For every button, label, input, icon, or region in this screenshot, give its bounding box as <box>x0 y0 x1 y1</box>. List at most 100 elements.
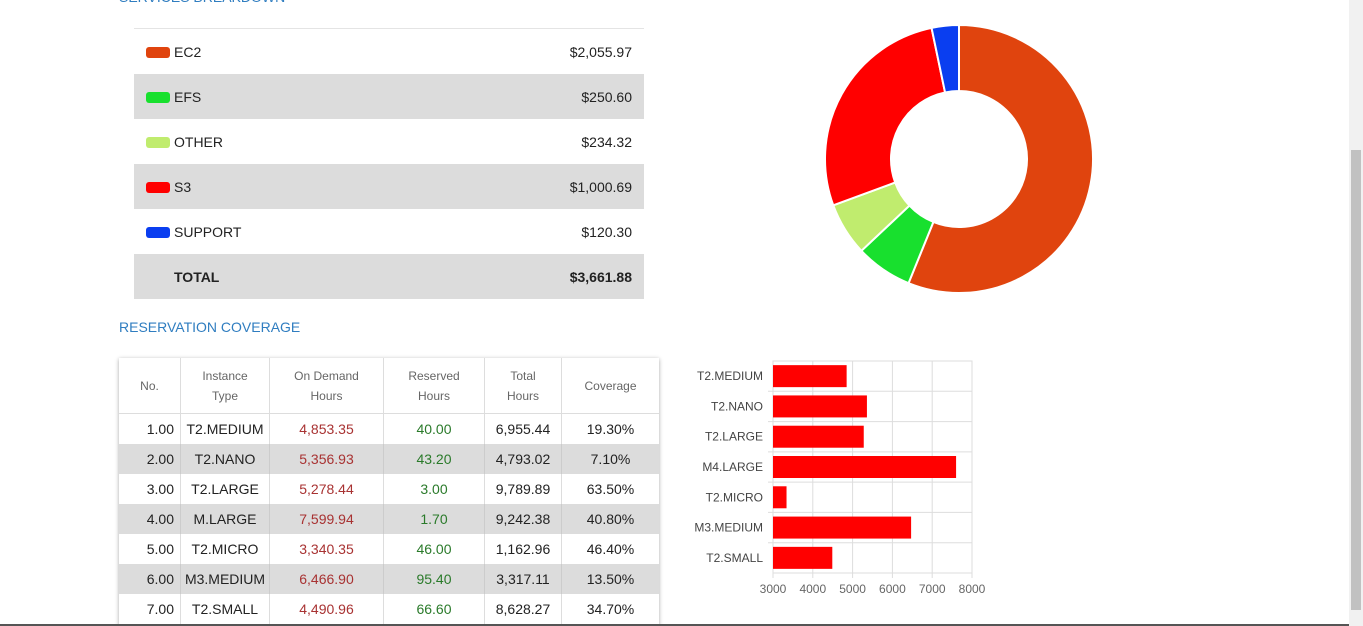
bar <box>773 486 787 509</box>
bar <box>773 456 957 478</box>
column-header: On Demand Hours <box>270 358 384 414</box>
row-bg <box>134 119 644 164</box>
y-tick-label: T2.MEDIUM <box>697 369 763 383</box>
row-bg <box>134 29 644 74</box>
row-bg <box>134 254 644 299</box>
table-cell: 4,793.02 <box>485 444 562 474</box>
bar <box>773 395 867 418</box>
x-tick-label: 7000 <box>919 582 946 596</box>
table-cell: 7.00 <box>119 594 181 624</box>
table-cell: 6.00 <box>119 564 181 594</box>
donut-chart <box>824 23 1094 294</box>
table-cell: 9,789.89 <box>485 474 562 504</box>
y-tick-label: T2.LARGE <box>705 430 763 444</box>
table-cell: 4,490.96 <box>270 594 384 624</box>
swatch <box>146 227 170 238</box>
table-cell: 4,853.35 <box>270 414 384 444</box>
service-cost: $250.60 <box>581 88 632 105</box>
swatch <box>146 92 170 103</box>
row-bg <box>119 534 659 564</box>
y-tick-label: M3.MEDIUM <box>694 521 763 535</box>
table-cell: 3,317.11 <box>485 564 562 594</box>
x-tick-label: 4000 <box>799 582 826 596</box>
service-cost: $120.30 <box>581 223 632 240</box>
column-header: Instance Type <box>181 358 270 414</box>
table-cell: 8,628.27 <box>485 594 562 624</box>
table-cell: 7,599.94 <box>270 504 384 534</box>
x-tick-label: 8000 <box>959 582 986 596</box>
table-cell: T2.SMALL <box>181 594 270 624</box>
table-cell: 9,242.38 <box>485 504 562 534</box>
row-bg <box>119 504 659 534</box>
row-bg <box>119 474 659 504</box>
table-cell: 4.00 <box>119 504 181 534</box>
y-tick-label: T2.NANO <box>711 399 763 413</box>
table-cell: 5,278.44 <box>270 474 384 504</box>
table-cell: T2.MICRO <box>181 534 270 564</box>
section-title: SERVICES BREAKDOWN <box>119 0 285 5</box>
section-title: RESERVATION COVERAGE <box>119 319 301 335</box>
row-bg <box>134 74 644 119</box>
table-cell: 43.20 <box>384 444 485 474</box>
row-bg <box>134 209 644 254</box>
total-cost: $3,661.88 <box>569 268 632 285</box>
y-tick-label: T2.MICRO <box>706 490 763 504</box>
table-cell: 1.70 <box>384 504 485 534</box>
x-tick-label: 5000 <box>839 582 866 596</box>
table-cell: 40.00 <box>384 414 485 444</box>
bar <box>773 546 833 569</box>
reservation-table: No. Instance Type On Demand Hours Reserved … <box>119 358 659 626</box>
service-name: OTHER <box>174 133 223 150</box>
service-name: S3 <box>174 178 192 195</box>
row-bg <box>134 164 644 209</box>
column-header: No. <box>119 358 181 414</box>
table-cell: 5,356.93 <box>270 444 384 474</box>
table-cell: 13.50% <box>586 571 635 587</box>
table-cell: 2.00 <box>119 444 181 474</box>
table-cell: 46.00 <box>384 534 485 564</box>
table-cell: 3,340.35 <box>270 534 384 564</box>
column-header: Total Hours <box>485 358 562 414</box>
table-cell: T2.LARGE <box>181 474 270 504</box>
table-cell: 66.60 <box>384 594 485 624</box>
service-name: EC2 <box>174 43 202 60</box>
bar <box>773 365 847 388</box>
table-cell: 3.00 <box>384 474 485 504</box>
services-table: EC2 $2,055.97 EFS $250.60 OTHER $234.32 S3 $1,0… <box>134 28 644 299</box>
table-cell: 6,466.90 <box>270 564 384 594</box>
row-bg <box>119 444 659 474</box>
table-cell: 6,955.44 <box>485 414 562 444</box>
table-cell: 1,162.96 <box>485 534 562 564</box>
table-cell: 34.70% <box>586 601 635 617</box>
table-cell: 3.00 <box>119 474 181 504</box>
bar-chart: 3000 4000 5000 6000 7000 8000 T2.MEDIUM T2.NANO… <box>694 360 986 596</box>
service-name: EFS <box>174 88 202 105</box>
service-cost: $1,000.69 <box>569 178 632 195</box>
swatch <box>146 47 170 58</box>
table-cell: T2.NANO <box>181 444 270 474</box>
table-cell: 63.50% <box>586 481 635 497</box>
total-label: TOTAL <box>174 268 220 285</box>
table-cell: M.LARGE <box>181 504 270 534</box>
x-tick-label: 6000 <box>879 582 906 596</box>
service-name: SUPPORT <box>174 223 242 240</box>
swatch <box>146 182 170 193</box>
row-bg <box>119 564 659 594</box>
donut-segment <box>907 23 1094 294</box>
bar <box>773 425 864 448</box>
y-tick-label: M4.LARGE <box>702 460 763 474</box>
table-cell: 19.30% <box>586 421 635 437</box>
y-tick-label: T2.SMALL <box>706 551 763 565</box>
row-bg <box>119 594 659 624</box>
table-cell: 7.10% <box>590 451 631 467</box>
column-header: Coverage <box>562 358 659 414</box>
column-header: Reserved Hours <box>384 358 485 414</box>
scrollbar[interactable] <box>1349 0 1363 626</box>
service-cost: $2,055.97 <box>569 43 632 60</box>
table-cell: T2.MEDIUM <box>181 414 270 444</box>
bottom-border <box>0 624 1349 626</box>
service-cost: $234.32 <box>581 133 632 150</box>
bar <box>773 516 912 539</box>
table-cell: 40.80% <box>586 511 635 527</box>
